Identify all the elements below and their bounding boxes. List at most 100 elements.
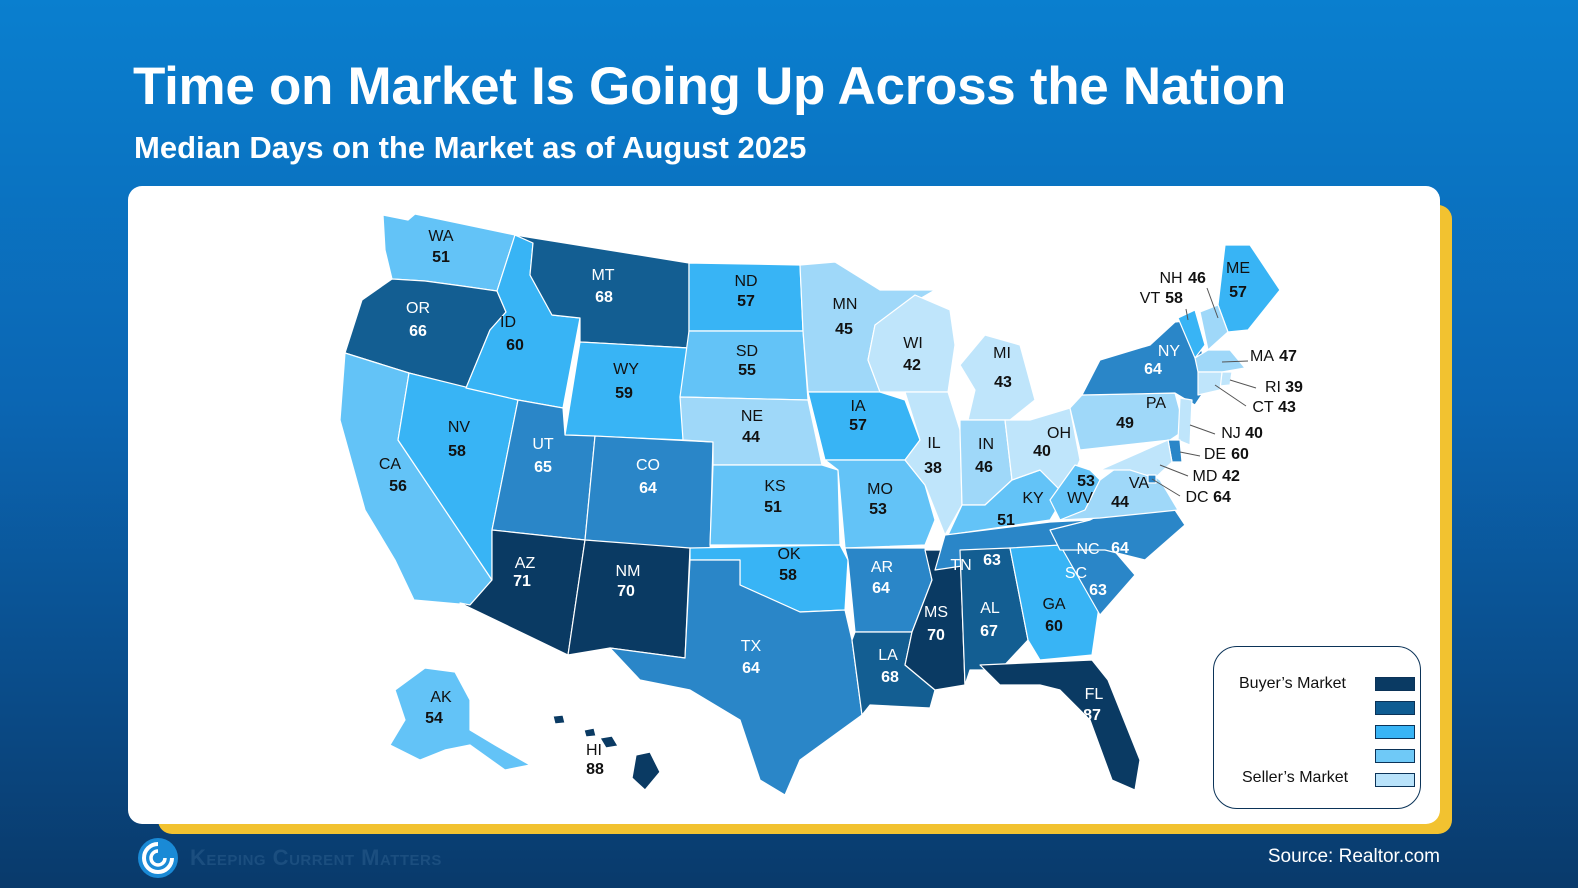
states-layer <box>339 213 1281 796</box>
leader-lines <box>1151 287 1257 497</box>
state-value-mn: 45 <box>835 321 853 338</box>
state-nj <box>1177 397 1193 446</box>
state-value-wa: 51 <box>432 249 450 266</box>
state-label-hi: HI <box>586 742 602 759</box>
state-label-ga: GA <box>1042 596 1065 613</box>
state-value-nd: 57 <box>737 293 755 310</box>
state-label-ca: CA <box>379 456 402 473</box>
state-label-tx: TX <box>741 638 762 655</box>
state-label-co: CO <box>636 457 660 474</box>
state-value-wy: 59 <box>615 385 633 402</box>
state-label-id: ID <box>500 314 516 331</box>
state-label-tn: TN <box>950 557 971 574</box>
state-mi <box>959 334 1036 421</box>
legend-swatch-1 <box>1375 677 1415 691</box>
state-value-vt: 58 <box>1165 290 1183 307</box>
state-label-fl: FL <box>1085 686 1104 703</box>
state-label-nd: ND <box>734 273 757 290</box>
state-value-il: 38 <box>924 460 942 477</box>
state-value-ms: 70 <box>927 627 945 644</box>
legend-swatch-4 <box>1375 749 1415 763</box>
state-label-de: DE <box>1204 446 1226 463</box>
state-value-me: 57 <box>1229 284 1247 301</box>
legend-swatch-3 <box>1375 725 1415 739</box>
leader-line-md <box>1159 464 1189 477</box>
state-label-sd: SD <box>736 343 758 360</box>
state-label-wy: WY <box>613 361 639 378</box>
leader-line-nh <box>1206 287 1219 319</box>
state-label-al: AL <box>980 600 1000 617</box>
leader-line-ct <box>1214 384 1247 407</box>
state-label-mt: MT <box>591 267 614 284</box>
state-label-ks: KS <box>764 478 785 495</box>
legend-sellers-market-label: Seller’s Market <box>1242 769 1349 786</box>
state-label-ia: IA <box>850 398 865 415</box>
state-value-co: 64 <box>639 480 657 497</box>
state-value-nm: 70 <box>617 583 635 600</box>
state-label-ar: AR <box>871 559 893 576</box>
state-value-nj: 40 <box>1245 425 1263 442</box>
state-fl <box>979 659 1141 791</box>
state-value-va: 44 <box>1111 494 1129 511</box>
state-value-nv: 58 <box>448 443 466 460</box>
state-value-sd: 55 <box>738 362 756 379</box>
state-label-mn: MN <box>833 296 858 313</box>
state-value-ny: 64 <box>1144 361 1162 378</box>
state-ak <box>389 667 531 771</box>
state-label-mo: MO <box>867 481 893 498</box>
source-note: Source: Realtor.com <box>1267 846 1440 867</box>
state-label-mi: MI <box>993 345 1011 362</box>
state-value-id: 60 <box>506 337 524 354</box>
state-label-nj: NJ <box>1221 425 1241 442</box>
state-label-wi: WI <box>903 335 923 352</box>
page-subtitle: Median Days on the Market as of August 2… <box>134 130 807 165</box>
state-value-tx: 64 <box>742 660 760 677</box>
state-ks <box>709 464 841 546</box>
state-label-in: IN <box>978 436 994 453</box>
state-label-sc: SC <box>1065 565 1087 582</box>
state-label-ak: AK <box>430 689 452 706</box>
state-label-pa: PA <box>1146 395 1166 412</box>
state-label-dc: DC <box>1185 489 1208 506</box>
state-value-tn: 63 <box>983 552 1001 569</box>
state-label-nc: NC <box>1076 541 1099 558</box>
state-value-or: 66 <box>409 323 427 340</box>
state-label-wa: WA <box>428 228 454 245</box>
state-label-nv: NV <box>448 419 471 436</box>
state-value-ks: 51 <box>764 499 782 516</box>
state-value-pa: 49 <box>1116 415 1134 432</box>
state-tx <box>609 559 863 796</box>
state-value-wv: 53 <box>1077 473 1095 490</box>
state-label-me: ME <box>1226 260 1250 277</box>
leader-line-de <box>1179 451 1201 457</box>
state-value-de: 60 <box>1231 446 1249 463</box>
state-value-al: 67 <box>980 623 998 640</box>
state-value-ky: 51 <box>997 512 1015 529</box>
state-label-va: VA <box>1129 475 1149 492</box>
state-value-ok: 58 <box>779 567 797 584</box>
state-value-mo: 53 <box>869 501 887 518</box>
state-value-la: 68 <box>881 669 899 686</box>
state-label-il: IL <box>927 435 940 452</box>
logo-wordmark: Keeping Current Matters <box>190 845 442 870</box>
state-value-ne: 44 <box>742 429 760 446</box>
state-label-ct: CT <box>1252 399 1274 416</box>
state-value-ar: 64 <box>872 580 890 597</box>
state-value-ri: 39 <box>1285 379 1303 396</box>
state-value-ga: 60 <box>1045 618 1063 635</box>
leader-line-nj <box>1189 424 1216 435</box>
page-title: Time on Market Is Going Up Across the Na… <box>133 57 1286 116</box>
state-value-az: 71 <box>513 573 531 590</box>
state-md <box>1099 439 1173 479</box>
state-value-ca: 56 <box>389 478 407 495</box>
state-label-nm: NM <box>616 563 641 580</box>
state-label-ky: KY <box>1022 490 1044 507</box>
leader-line-ri <box>1229 379 1257 389</box>
state-value-sc: 63 <box>1089 582 1107 599</box>
state-value-wi: 42 <box>903 357 921 374</box>
state-label-ma: MA <box>1250 348 1274 365</box>
state-nh <box>1199 304 1229 351</box>
logo-icon <box>138 838 178 878</box>
state-value-md: 42 <box>1222 468 1240 485</box>
